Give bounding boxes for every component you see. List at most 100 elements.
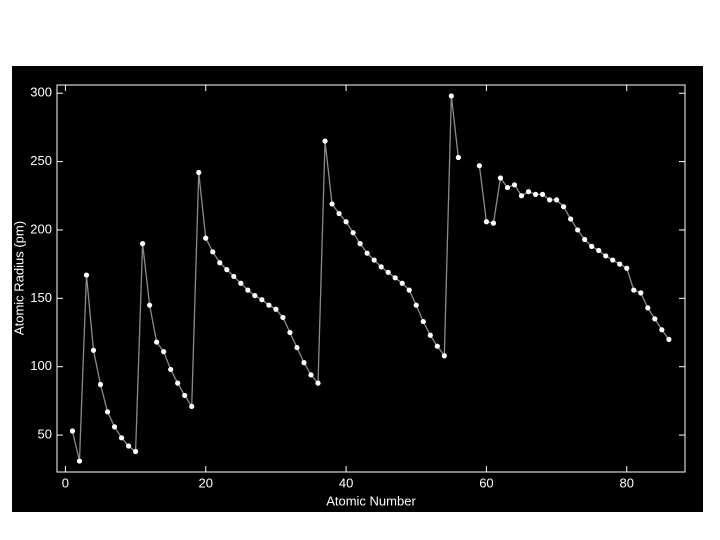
data-point bbox=[154, 339, 160, 345]
data-point bbox=[596, 247, 602, 254]
data-point bbox=[125, 443, 132, 449]
data-point bbox=[638, 290, 644, 296]
data-point bbox=[568, 216, 574, 222]
data-point bbox=[161, 349, 167, 355]
data-point bbox=[259, 297, 265, 303]
data-point bbox=[504, 184, 511, 191]
data-point bbox=[280, 314, 286, 321]
data-point bbox=[652, 316, 658, 322]
data-point bbox=[666, 336, 672, 342]
data-point bbox=[476, 163, 483, 169]
y-tick-label: 50 bbox=[38, 427, 52, 442]
data-point bbox=[610, 257, 616, 263]
y-tick-label: 300 bbox=[30, 85, 52, 100]
data-point bbox=[76, 458, 83, 464]
data-point bbox=[336, 210, 342, 217]
data-point bbox=[203, 235, 209, 241]
x-tick-label: 20 bbox=[199, 475, 213, 490]
data-point bbox=[631, 287, 637, 293]
data-point bbox=[224, 267, 230, 273]
data-point bbox=[231, 273, 237, 280]
data-point bbox=[308, 372, 314, 378]
data-point bbox=[434, 343, 440, 349]
data-point bbox=[90, 347, 97, 353]
data-point bbox=[252, 292, 258, 299]
x-tick-label: 40 bbox=[339, 475, 353, 490]
data-point bbox=[210, 249, 216, 255]
data-point bbox=[532, 191, 539, 197]
y-tick-label: 200 bbox=[30, 221, 52, 236]
data-point bbox=[273, 306, 279, 312]
data-point bbox=[315, 380, 321, 386]
data-point bbox=[83, 272, 90, 278]
plot-frame bbox=[56, 84, 686, 473]
y-tick-label: 100 bbox=[30, 358, 52, 373]
data-point bbox=[371, 257, 377, 263]
data-point bbox=[589, 243, 595, 249]
data-point bbox=[287, 329, 293, 336]
data-point bbox=[645, 305, 651, 311]
data-point bbox=[392, 275, 398, 281]
x-tick-label: 80 bbox=[620, 475, 634, 490]
data-point bbox=[582, 236, 588, 243]
data-point bbox=[132, 448, 139, 455]
data-point bbox=[561, 204, 567, 210]
data-point bbox=[399, 280, 405, 286]
data-point bbox=[175, 380, 181, 386]
y-tick-label: 250 bbox=[30, 153, 52, 168]
data-point bbox=[455, 154, 461, 161]
data-point bbox=[483, 219, 490, 225]
data-point bbox=[69, 428, 76, 434]
data-point bbox=[266, 302, 272, 308]
data-point bbox=[553, 197, 560, 203]
data-point bbox=[189, 403, 195, 409]
data-point bbox=[329, 201, 335, 207]
data-point bbox=[385, 269, 391, 275]
data-point bbox=[350, 230, 356, 236]
data-point bbox=[427, 332, 433, 338]
data-point bbox=[539, 191, 546, 197]
data-point bbox=[168, 366, 174, 373]
data-point bbox=[546, 197, 553, 203]
data-point bbox=[364, 250, 370, 256]
data-point bbox=[140, 241, 146, 247]
data-point bbox=[182, 392, 188, 399]
data-point bbox=[448, 93, 454, 99]
data-point bbox=[490, 220, 497, 226]
data-point bbox=[575, 227, 581, 233]
data-point bbox=[378, 264, 384, 270]
data-point bbox=[518, 193, 525, 199]
data-point bbox=[217, 260, 223, 266]
data-point bbox=[111, 424, 118, 430]
y-axis-label: Atomic Radius (pm) bbox=[11, 221, 26, 335]
data-point bbox=[322, 138, 328, 144]
chart-background bbox=[12, 66, 703, 512]
data-point bbox=[118, 435, 125, 441]
data-point bbox=[97, 381, 104, 388]
data-point bbox=[343, 219, 349, 225]
data-point bbox=[301, 360, 307, 366]
data-point bbox=[659, 327, 665, 333]
y-tick-label: 150 bbox=[30, 290, 52, 305]
data-point bbox=[624, 265, 630, 271]
data-point bbox=[497, 175, 504, 181]
data-point bbox=[238, 280, 244, 286]
data-point bbox=[420, 318, 426, 325]
data-point bbox=[413, 302, 419, 308]
x-tick-label: 60 bbox=[479, 475, 493, 490]
x-tick-label: 0 bbox=[62, 475, 69, 490]
data-point bbox=[406, 287, 412, 293]
data-point bbox=[511, 182, 518, 188]
x-axis-label: Atomic Number bbox=[326, 493, 416, 508]
data-point bbox=[603, 253, 609, 259]
data-point bbox=[357, 241, 363, 247]
data-point bbox=[441, 353, 447, 359]
data-point bbox=[147, 302, 153, 308]
data-point bbox=[525, 189, 532, 195]
data-point bbox=[196, 169, 202, 176]
data-point bbox=[104, 409, 111, 415]
data-point bbox=[617, 261, 623, 267]
data-point bbox=[245, 287, 251, 293]
